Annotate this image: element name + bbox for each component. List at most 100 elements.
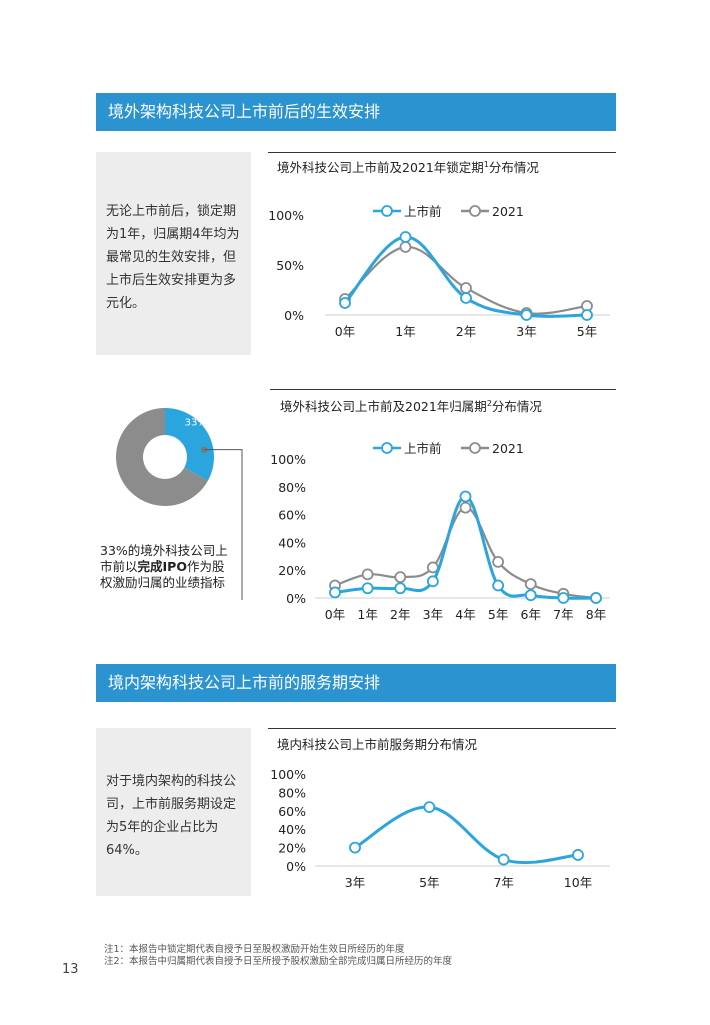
- series-line: [334, 506, 597, 600]
- legend-marker: [381, 442, 393, 454]
- x-tick-label: 8年: [586, 607, 606, 622]
- data-point: [399, 231, 412, 243]
- donut-caption: 33%的境外科技公司上 市前以完成IPO作为股 权激励归属的业绩指标: [100, 543, 228, 591]
- data-point: [426, 575, 439, 588]
- chart3-top-rule: [268, 728, 616, 729]
- data-point: [524, 589, 537, 602]
- caption-bold-text: 完成IPO: [137, 559, 187, 574]
- data-point: [524, 578, 537, 591]
- chart1-title-sup: 1: [483, 159, 489, 169]
- y-tick-label: 60%: [278, 508, 306, 523]
- data-point: [581, 309, 593, 321]
- section1-summary: 无论上市前后，锁定期 为1年，归属期4年均为 最常见的生效安排，但 上市后生效安…: [106, 200, 240, 315]
- data-point: [361, 582, 374, 595]
- x-tick-label: 3年: [423, 607, 443, 622]
- x-tick-label: 2年: [456, 324, 476, 339]
- y-tick-label: 80%: [278, 480, 306, 495]
- chart1-top-rule: [268, 152, 616, 153]
- legend-marker: [469, 442, 481, 454]
- donut-caption-line2: 市前以完成IPO作为股: [100, 559, 228, 575]
- page-number: 13: [62, 962, 79, 977]
- y-tick-label: 100%: [268, 208, 304, 223]
- y-tick-label: 0%: [286, 859, 306, 874]
- legend-label: 2021: [492, 204, 524, 219]
- data-point: [329, 586, 341, 599]
- chart2-title-sup: 2: [486, 398, 492, 408]
- caption-text: 作为股: [186, 559, 225, 574]
- data-point: [557, 592, 570, 604]
- summary-line: 无论上市前后，锁定期: [106, 204, 237, 219]
- chart1-title-end: 分布情况: [488, 160, 539, 175]
- section2-title: 境内架构科技公司上市前的服务期安排: [108, 673, 381, 692]
- y-tick-label: 40%: [278, 535, 306, 550]
- data-point: [572, 849, 584, 861]
- y-tick-label: 0%: [284, 308, 304, 323]
- x-tick-label: 3年: [345, 875, 365, 890]
- caption-text: 市前以: [100, 559, 138, 574]
- chart2-top-rule: [270, 389, 616, 390]
- donut-caption-line1: 33%的境外科技公司上: [100, 543, 228, 558]
- x-tick-label: 4年: [455, 607, 475, 622]
- donut-slice-ipo: [165, 408, 214, 481]
- legend-marker: [381, 205, 393, 217]
- chart3-title: 境内科技公司上市前服务期分布情况: [277, 737, 478, 752]
- data-point: [361, 568, 374, 581]
- chart2-title: 境外科技公司上市前及2021年归属期2分布情况: [280, 396, 542, 415]
- y-tick-label: 100%: [270, 452, 306, 467]
- data-point: [423, 801, 436, 814]
- x-tick-label: 1年: [357, 607, 377, 622]
- series-line: [354, 805, 579, 865]
- chart1-title: 境外科技公司上市前及2021年锁定期1分布情况: [277, 157, 539, 176]
- x-tick-label: 0年: [325, 607, 345, 622]
- data-point: [339, 297, 351, 309]
- x-tick-label: 2年: [390, 607, 410, 622]
- data-point: [459, 501, 472, 514]
- x-tick-label: 7年: [553, 607, 573, 622]
- chart2-vesting-period: 0% 20% 40% 60% 80% 100% 0年 1年 2年 3年 4年 5年 6年 7年 8年 上市前 2…: [270, 441, 610, 622]
- data-point: [459, 490, 472, 503]
- footnote-1: 注1：本报告中锁定期代表自授予日至股权激励开始生效日所经历的年度: [104, 944, 405, 955]
- y-tick-label: 80%: [278, 785, 306, 800]
- summary-line: 司，上市前服务期设定: [106, 797, 237, 812]
- section2-banner: 境内架构科技公司上市前的服务期安排: [96, 664, 616, 702]
- footnote-2: 注2：本报告中归属期代表自授予日至所授予股权激励全部完成归属日所经历的年度: [104, 956, 453, 967]
- x-tick-label: 1年: [395, 324, 415, 339]
- donut-percent-label: 33%: [185, 418, 207, 429]
- section1-summary-box: [96, 152, 251, 355]
- section2-summary-box: [96, 728, 251, 896]
- legend-label: 上市前: [404, 204, 442, 219]
- donut-slice-rest: [115, 408, 208, 506]
- x-tick-label: 5年: [488, 607, 508, 622]
- x-tick-label: 5年: [577, 324, 597, 339]
- y-tick-label: 50%: [276, 258, 304, 273]
- y-tick-label: 100%: [270, 767, 306, 782]
- data-point: [460, 292, 472, 304]
- chart1-lockup-period: 0% 50% 100% 0年 1年 2年 3年 5年 上市前 2021: [268, 204, 610, 339]
- data-point: [497, 853, 510, 866]
- x-tick-label: 0年: [335, 324, 355, 339]
- data-point: [394, 571, 407, 584]
- y-tick-label: 40%: [278, 822, 306, 837]
- summary-line: 元化。: [106, 296, 146, 311]
- data-point: [492, 555, 505, 568]
- summary-line: 为1年，归属期4年均为: [106, 227, 240, 242]
- data-point: [460, 282, 472, 294]
- summary-line: 64%。: [106, 843, 148, 858]
- data-point: [590, 592, 602, 604]
- section1-title: 境外架构科技公司上市前后的生效安排: [108, 102, 381, 121]
- x-tick-label: 5年: [419, 875, 439, 890]
- data-point: [349, 841, 361, 854]
- chart2-title-main: 境外科技公司上市前及2021年归属期: [280, 399, 487, 414]
- data-point: [492, 579, 505, 592]
- section2-summary: 对于境内架构的科技公 司，上市前服务期设定 为5年的企业占比为 64%。: [106, 770, 236, 862]
- x-tick-label: 10年: [564, 875, 592, 890]
- donut-chart: 33%: [115, 408, 243, 600]
- data-point: [394, 582, 407, 595]
- y-tick-label: 0%: [286, 591, 306, 606]
- chart1-title-main: 境外科技公司上市前及2021年锁定期: [277, 160, 484, 175]
- x-tick-label: 7年: [493, 875, 513, 890]
- summary-line: 上市后生效安排更为多: [106, 273, 237, 288]
- y-tick-label: 60%: [278, 804, 306, 819]
- x-tick-label: 6年: [521, 607, 541, 622]
- summary-line: 最常见的生效安排，但: [106, 250, 237, 265]
